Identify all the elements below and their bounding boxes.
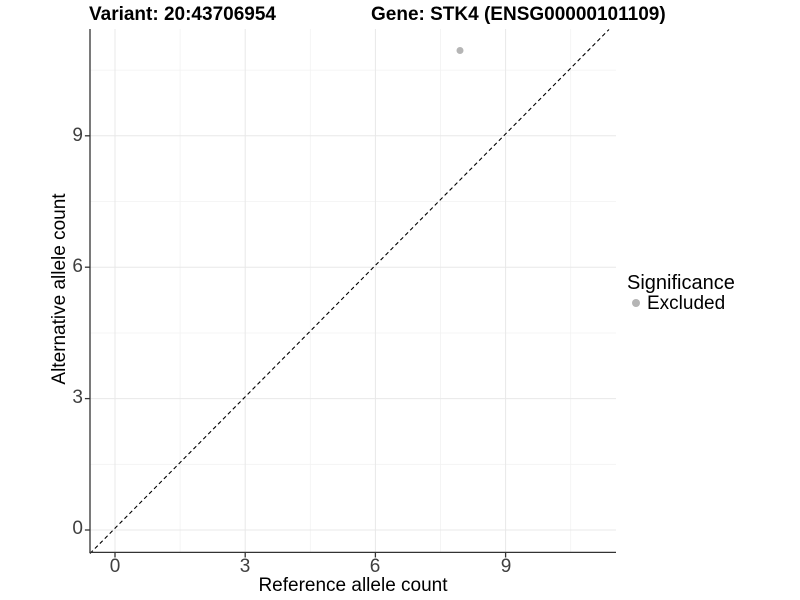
legend-key [632,299,640,307]
y-axis-title: Alternative allele count [49,193,70,385]
plot-title-gene: Gene: STK4 (ENSG00000101109) [371,4,666,25]
axis-tick-marks [84,135,507,558]
x-axis-title: Reference allele count [258,575,448,596]
y-tick-label-3: 3 [72,387,83,408]
data-point-excluded [456,47,464,54]
legend-point-icon [632,299,640,307]
x-tick-label-0: 0 [109,556,121,577]
minor-gridlines [90,29,616,552]
major-gridlines [90,29,616,552]
legend-title: Significance [627,272,735,294]
x-tick-label-3: 3 [239,556,251,577]
identity-line [89,29,610,554]
y-tick-label-9: 9 [72,125,83,146]
y-tick-label-0: 0 [72,518,83,539]
x-tick-label-6: 6 [369,556,381,577]
x-tick-label-9: 9 [500,556,512,577]
y-tick-label-6: 6 [72,256,83,277]
axis-lines [89,29,616,554]
legend-item-label: Excluded [647,293,726,314]
plot-title-variant: Variant: 20:43706954 [89,4,276,25]
